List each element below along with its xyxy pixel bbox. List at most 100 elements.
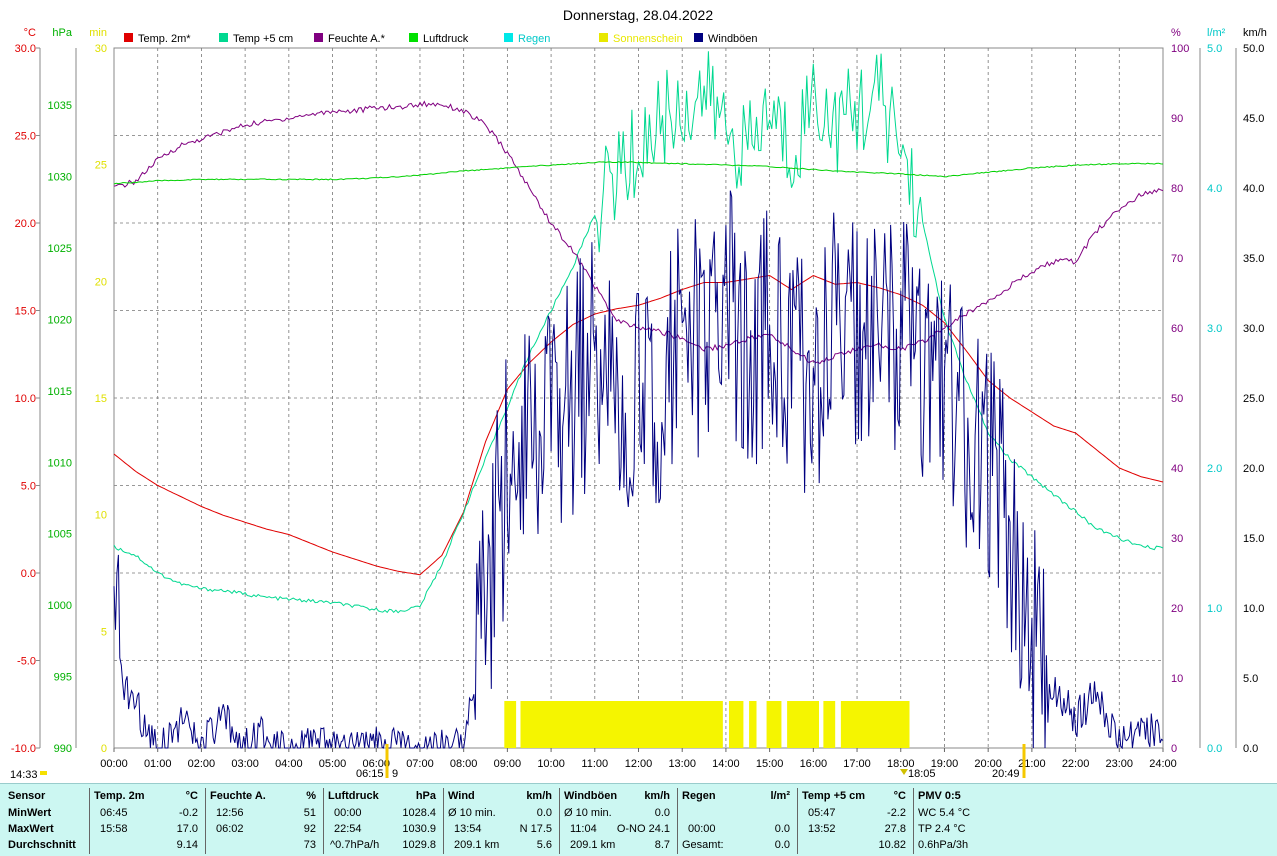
- temp5cm-line: [113, 51, 1164, 614]
- x-tick-label: 10:00: [537, 758, 565, 770]
- temp-axis-tick-label: -5.0: [17, 656, 36, 668]
- stats-windboeen-mean: 8.7: [654, 839, 670, 851]
- x-tick-label: 20:00: [974, 758, 1002, 770]
- legend-swatch: [219, 33, 228, 42]
- temp-axis-tick-label: 20.0: [15, 218, 36, 230]
- stats-windboeen-max-time: 11:04: [570, 823, 597, 835]
- x-tick-label: 05:00: [319, 758, 347, 770]
- sunshine-bar: [728, 701, 744, 748]
- stats-wind-mean: 5.6: [536, 839, 552, 851]
- stats-temp2m-col: Temp. 2m °C 06:45 -0.2 15:58 17.0 9.14: [89, 784, 204, 856]
- sunshine-axis-unit: min: [89, 27, 107, 39]
- legend-label: Windböen: [708, 33, 758, 45]
- stats-row-max: MaxWert: [8, 823, 54, 835]
- pressure-axis-tick-label: 1030: [48, 172, 72, 184]
- x-tick-label: 02:00: [188, 758, 216, 770]
- pressure-axis-tick-label: 1015: [48, 386, 72, 398]
- rain-axis-tick-label: 0.0: [1207, 743, 1222, 755]
- x-tick-label: 19:00: [931, 758, 959, 770]
- stats-feuchte-col: Feuchte A. % 12:56 51 06:02 92 73: [205, 784, 322, 856]
- wind-axis-tick-label: 5.0: [1243, 673, 1258, 685]
- stats-luftdruck-header: Luftdruck: [328, 790, 379, 802]
- sunset-label: 20:49: [992, 768, 1020, 780]
- stats-luftdruck-max-time: 22:54: [334, 823, 362, 835]
- pressure-axis-tick-label: 1035: [48, 100, 72, 112]
- sunrise-label: 06:15: [356, 768, 384, 780]
- stats-temp5cm-unit: °C: [893, 790, 906, 802]
- sunshine-bar: [823, 701, 836, 748]
- temp-axis-tick-label: -10.0: [11, 743, 36, 755]
- legend: Temp. 2m* Temp +5 cm Feuchte A.* Luftdruck R…: [124, 33, 758, 45]
- culmination-label: 18:05: [908, 768, 936, 780]
- stats-pmv-col: PMV 0:5 WC 5.4 °C TP 2.4 °C 0.6hPa/3h: [913, 784, 1016, 856]
- wind-axis-tick-label: 20.0: [1243, 463, 1264, 475]
- stats-sensor-header: Sensor: [8, 790, 46, 802]
- stats-temp2m-max-val: 17.0: [176, 823, 198, 835]
- x-tick-label: 17:00: [843, 758, 871, 770]
- x-tick-label: 07:00: [406, 758, 434, 770]
- x-tick-label: 00:00: [100, 758, 128, 770]
- sunshine-bars: [504, 701, 910, 748]
- pressure-axis-tick-label: 995: [54, 672, 72, 684]
- legend-swatch: [314, 33, 323, 42]
- culmination-icon: [900, 769, 908, 775]
- axes: °C 30.0 25.0 20.0 15.0 10.0 5.0 0.0 -5.0 -10.0 hPa…: [11, 27, 1267, 755]
- stats-regen-unit: l/m²: [770, 790, 790, 802]
- stats-wind-col: Wind km/h Ø 10 min. 0.0 13:54 N 17.5 209…: [443, 784, 558, 856]
- stats-temp2m-unit: °C: [185, 790, 198, 802]
- temp-axis-tick-label: 10.0: [15, 393, 36, 405]
- stats-temp2m-avg: 9.14: [176, 839, 198, 851]
- stats-feuchte-header: Feuchte A.: [210, 790, 266, 802]
- legend-swatch: [409, 33, 418, 42]
- sunshine-bar: [787, 701, 820, 748]
- weather-chart: Donnerstag, 28.04.2022 °C 30.0 25.0 20.0 15.…: [10, 7, 1267, 781]
- legend-swatch: [599, 33, 608, 42]
- stats-luftdruck-unit: hPa: [415, 790, 436, 802]
- wind-axis-tick-label: 15.0: [1243, 533, 1264, 545]
- legend-swatch: [504, 33, 513, 42]
- x-tick-label: 21:00: [1018, 758, 1046, 770]
- pressure-axis-tick-label: 1020: [48, 314, 72, 326]
- sunshine-axis-tick-label: 0: [101, 743, 107, 755]
- x-tick-label: 23:00: [1106, 758, 1134, 770]
- pressure-axis-tick-label: 1000: [48, 600, 72, 612]
- stats-wind-avg-val: 0.0: [536, 807, 552, 819]
- humidity-axis-tick-label: 10: [1171, 673, 1183, 685]
- x-tick-label: 03:00: [231, 758, 259, 770]
- stats-wind-unit: km/h: [526, 790, 552, 802]
- humidity-axis-unit: %: [1171, 27, 1181, 39]
- humidity-axis-tick-label: 70: [1171, 253, 1183, 265]
- stats-feuchte-max-val: 92: [303, 823, 316, 835]
- stats-temp2m-min-time: 06:45: [100, 807, 128, 819]
- stats-pmv-tp: TP 2.4 °C: [918, 823, 966, 835]
- stats-pmv-trend: 0.6hPa/3h: [918, 839, 969, 851]
- stats-windboeen-unit: km/h: [644, 790, 670, 802]
- stats-temp2m-min-val: -0.2: [179, 807, 198, 819]
- humidity-axis-tick-label: 20: [1171, 603, 1183, 615]
- stats-feuchte-max-time: 06:02: [216, 823, 244, 835]
- legend-label: Temp +5 cm: [233, 33, 293, 45]
- stats-regen-total-val: 0.0: [774, 839, 790, 851]
- temp-axis-tick-label: 5.0: [21, 481, 36, 493]
- humidity-axis-tick-label: 80: [1171, 183, 1183, 195]
- stats-wind-max-val: N 17.5: [519, 823, 552, 835]
- legend-swatch: [694, 33, 703, 42]
- stats-temp5cm-min-val: -2.2: [887, 807, 906, 819]
- x-tick-label: 01:00: [144, 758, 172, 770]
- x-tick-label: 08:00: [450, 758, 478, 770]
- stats-wind-avg-label: Ø 10 min.: [448, 807, 496, 819]
- stats-temp5cm-header: Temp +5 cm: [802, 790, 866, 802]
- temp-axis-tick-label: 30.0: [15, 43, 36, 55]
- legend-label: Feuchte A.*: [328, 33, 386, 45]
- pressure-axis-unit: hPa: [52, 27, 72, 39]
- statistics-panel: Sensor MinWert MaxWert Durchschnitt Temp…: [0, 783, 1277, 856]
- pressure-line: [113, 161, 1164, 185]
- sunrise-suffix: 9: [392, 768, 398, 780]
- rain-axis-tick-label: 2.0: [1207, 463, 1222, 475]
- moonrise-label: 14:33: [10, 769, 38, 781]
- rain-axis-unit: l/m²: [1207, 27, 1226, 39]
- stats-luftdruck-avg: 1029.8: [402, 839, 436, 851]
- temp-axis-unit: °C: [24, 27, 36, 39]
- sunshine-axis-tick-label: 15: [95, 393, 107, 405]
- humidity-axis-tick-label: 90: [1171, 113, 1183, 125]
